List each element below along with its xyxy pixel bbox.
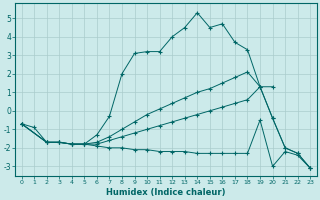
X-axis label: Humidex (Indice chaleur): Humidex (Indice chaleur): [106, 188, 226, 197]
